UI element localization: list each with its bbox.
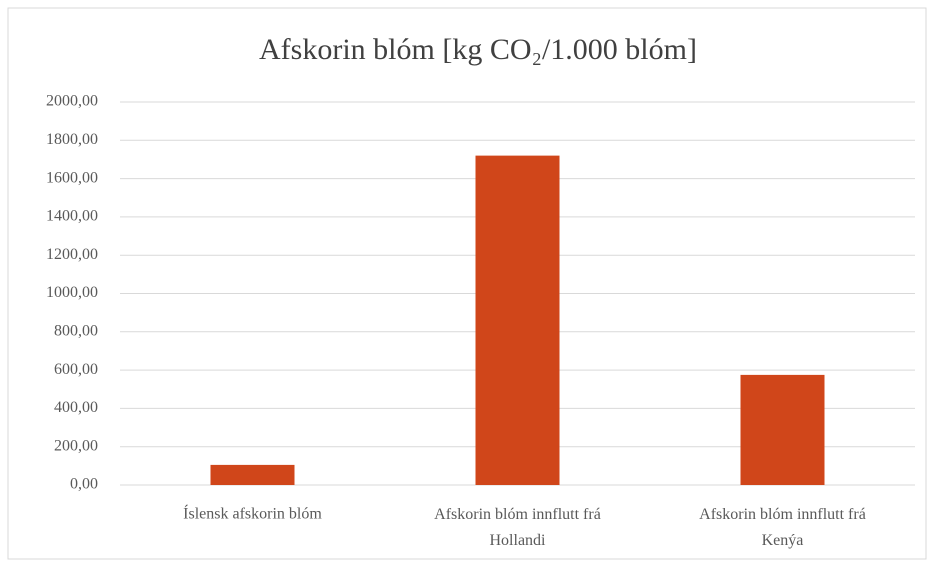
x-tick-label: Íslensk afskorin blóm	[183, 504, 322, 523]
bar	[210, 464, 295, 485]
bar	[475, 155, 560, 485]
x-tick-label: Afskorin blóm innflutt frá Kenýa	[699, 506, 866, 549]
y-tick-label: 400,00	[54, 399, 98, 416]
y-tick-label: 200,00	[54, 437, 98, 454]
y-tick-label: 1800,00	[46, 131, 98, 148]
y-tick-label: 1600,00	[46, 169, 98, 186]
y-tick-label: 0,00	[70, 476, 98, 493]
chart-title: Afskorin blóm [kg CO₂/1.000 blóm]	[259, 33, 697, 66]
y-tick-label: 1400,00	[46, 208, 98, 225]
y-tick-label: 1000,00	[46, 284, 98, 301]
x-tick-label: Afskorin blóm innflutt frá Hollandi	[434, 506, 601, 549]
y-tick-label: 1200,00	[46, 246, 98, 263]
y-tick-label: 600,00	[54, 361, 98, 378]
bar	[740, 374, 825, 485]
y-tick-label: 2000,00	[46, 93, 98, 110]
y-tick-label: 800,00	[54, 322, 98, 339]
